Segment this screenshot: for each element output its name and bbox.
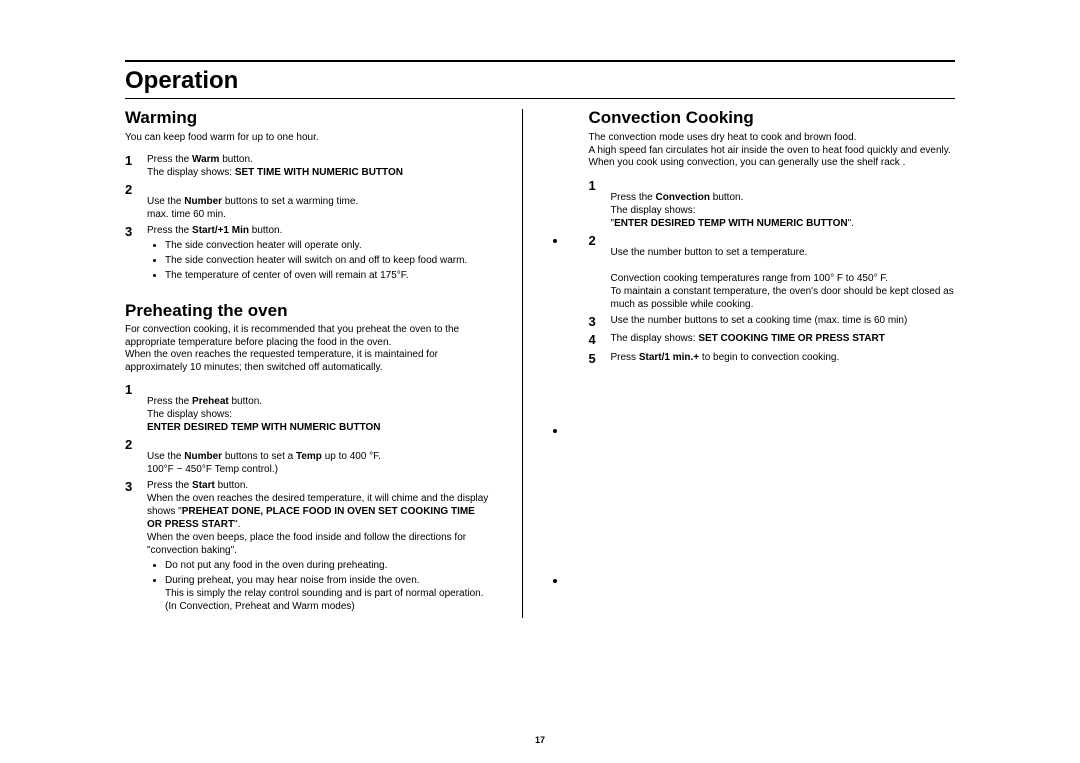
list-item: The temperature of center of oven will r… <box>165 269 492 282</box>
text: ". <box>848 218 854 229</box>
text: button. <box>215 480 248 491</box>
dot-icon <box>553 239 557 243</box>
text: Press the <box>147 225 192 236</box>
bold: PREHEAT DONE, PLACE FOOD IN OVEN SET COO… <box>147 506 475 530</box>
step-number: 2 <box>125 182 137 221</box>
text: The display shows: <box>611 333 699 344</box>
conv-step-1: 1 Press the Convection button. The displ… <box>589 178 956 230</box>
step-number: 4 <box>589 332 601 348</box>
list-item: The side convection heater will switch o… <box>165 254 492 267</box>
step-number: 2 <box>125 437 137 476</box>
convection-intro: The convection mode uses dry heat to coo… <box>589 132 956 170</box>
conv-step-3: 3 Use the number buttons to set a cookin… <box>589 314 956 330</box>
step-body: The display shows: SET COOKING TIME OR P… <box>611 332 956 348</box>
step-body: Press the Convection button. The display… <box>611 178 956 230</box>
bold: Start/+1 Min <box>192 225 249 236</box>
text: button. <box>249 225 282 236</box>
two-column-layout: Warming You can keep food warm for up to… <box>125 109 955 618</box>
preheat-heading: Preheating the oven <box>125 302 492 321</box>
bold: Number <box>184 451 222 462</box>
preheat-step-3: 3 Press the Start button. When the oven … <box>125 479 492 615</box>
preheat-steps: 1 Press the Preheat button. The display … <box>125 382 492 615</box>
manual-page: Operation Warming You can keep food warm… <box>0 0 1080 763</box>
text: When the oven beeps, place the food insi… <box>147 532 466 556</box>
bold: ENTER DESIRED TEMP WITH NUMERIC BUTTON <box>614 218 848 229</box>
preheat-step-2: 2 Use the Number buttons to set a Temp u… <box>125 437 492 476</box>
page-number: 17 <box>0 735 1080 745</box>
page-title: Operation <box>125 68 955 94</box>
dot-icon <box>553 429 557 433</box>
step-number: 1 <box>589 178 601 230</box>
text: Use the <box>147 196 184 207</box>
step-body: Use the number button to set a temperatu… <box>611 233 956 311</box>
bold: ENTER DESIRED TEMP WITH NUMERIC BUTTON <box>147 422 381 433</box>
step-body: Press the Start/+1 Min button. The side … <box>147 224 492 284</box>
warming-bullets: The side convection heater will operate … <box>165 239 492 282</box>
warming-intro: You can keep food warm for up to one hou… <box>125 132 492 145</box>
conv-step-2: 2 Use the number button to set a tempera… <box>589 233 956 311</box>
bold: Temp <box>296 451 322 462</box>
text: buttons to set a <box>222 451 296 462</box>
warming-step-1: 1 Press the Warm button. The display sho… <box>125 153 492 179</box>
step-body: Press the Preheat button. The display sh… <box>147 382 492 434</box>
step-body: Press the Warm button. The display shows… <box>147 153 492 179</box>
warming-step-3: 3 Press the Start/+1 Min button. The sid… <box>125 224 492 284</box>
warming-steps: 1 Press the Warm button. The display sho… <box>125 153 492 284</box>
preheat-intro: For convection cooking, it is recommende… <box>125 324 492 374</box>
step-body: Press the Start button. When the oven re… <box>147 479 492 615</box>
step-number: 3 <box>125 479 137 615</box>
list-item: During preheat, you may hear noise from … <box>165 574 492 613</box>
top-rule <box>125 60 955 62</box>
list-item: The side convection heater will operate … <box>165 239 492 252</box>
title-rule <box>125 98 955 99</box>
step-number: 1 <box>125 382 137 434</box>
warming-step-2: 2 Use the Number buttons to set a warmin… <box>125 182 492 221</box>
text: ". <box>234 519 240 530</box>
text: Press <box>611 352 639 363</box>
step-number: 3 <box>125 224 137 284</box>
bold: Start/1 min.+ <box>639 352 699 363</box>
convection-steps: 1 Press the Convection button. The displ… <box>589 178 956 367</box>
step-body: Press Start/1 min.+ to begin to convecti… <box>611 351 956 367</box>
bold: SET TIME WITH NUMERIC BUTTON <box>235 167 403 178</box>
text: Use the number button to set a temperatu… <box>611 247 808 258</box>
step-number: 3 <box>589 314 601 330</box>
bold: Convection <box>656 192 710 203</box>
step-body: Use the Number buttons to set a warming … <box>147 182 492 221</box>
text: Press the <box>147 480 192 491</box>
convection-heading: Convection Cooking <box>589 109 956 128</box>
warming-heading: Warming <box>125 109 492 128</box>
bold: Start <box>192 480 215 491</box>
step-number: 2 <box>589 233 601 311</box>
text: Convection cooking temperatures range fr… <box>611 273 954 310</box>
column-divider <box>522 109 523 618</box>
text: Press the <box>147 396 192 407</box>
text: Press the <box>611 192 656 203</box>
step-body: Use the Number buttons to set a Temp up … <box>147 437 492 476</box>
step-number: 1 <box>125 153 137 179</box>
text: Press the <box>147 154 192 165</box>
preheat-bullets: Do not put any food in the oven during p… <box>165 559 492 613</box>
list-item: Do not put any food in the oven during p… <box>165 559 492 572</box>
conv-step-4: 4 The display shows: SET COOKING TIME OR… <box>589 332 956 348</box>
right-column: Convection Cooking The convection mode u… <box>589 109 956 618</box>
bold: SET COOKING TIME OR PRESS START <box>698 333 885 344</box>
dot-icon <box>553 579 557 583</box>
bold: Warm <box>192 154 219 165</box>
preheat-step-1: 1 Press the Preheat button. The display … <box>125 382 492 434</box>
step-body: Use the number buttons to set a cooking … <box>611 314 956 330</box>
text: to begin to convection cooking. <box>699 352 839 363</box>
hole-punch-dots <box>553 109 559 618</box>
text: Use the <box>147 451 184 462</box>
conv-step-5: 5 Press Start/1 min.+ to begin to convec… <box>589 351 956 367</box>
step-number: 5 <box>589 351 601 367</box>
left-column: Warming You can keep food warm for up to… <box>125 109 492 618</box>
bold: Preheat <box>192 396 229 407</box>
bold: Number <box>184 196 222 207</box>
